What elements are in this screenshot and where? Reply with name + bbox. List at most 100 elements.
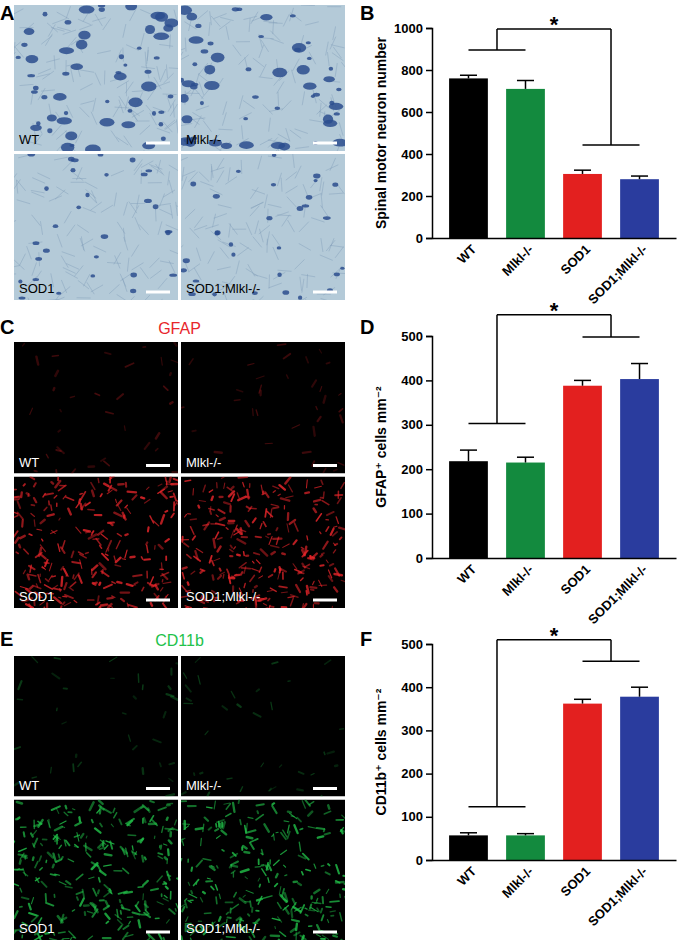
texture <box>327 805 330 808</box>
texture <box>217 170 224 182</box>
texture <box>301 5 315 6</box>
texture <box>97 478 99 482</box>
texture <box>30 565 31 572</box>
texture <box>104 865 111 866</box>
texture <box>185 899 187 901</box>
texture <box>181 48 185 53</box>
texture <box>339 122 343 135</box>
texture <box>60 606 63 608</box>
texture <box>182 573 184 579</box>
texture <box>158 489 164 493</box>
texture <box>317 294 331 295</box>
texture <box>14 496 18 498</box>
texture <box>159 44 173 46</box>
texture <box>147 545 148 552</box>
texture <box>66 881 70 884</box>
texture <box>302 551 307 557</box>
texture <box>125 533 127 536</box>
texture <box>34 824 41 827</box>
bar <box>506 463 545 558</box>
image-panel: CGFAPWTMlkl-/-SOD1SOD1;Mlkl-/- <box>0 316 347 614</box>
texture <box>181 936 183 939</box>
texture <box>295 147 309 149</box>
texture <box>310 904 311 908</box>
texture <box>79 25 92 30</box>
texture <box>144 199 152 203</box>
micrograph-background <box>14 154 178 300</box>
texture <box>101 603 107 606</box>
texture <box>162 580 164 582</box>
texture <box>15 869 23 871</box>
texture <box>335 574 342 575</box>
texture <box>271 934 279 937</box>
texture <box>128 735 130 741</box>
texture <box>117 222 125 234</box>
texture <box>128 109 133 113</box>
texture <box>326 889 329 893</box>
texture <box>258 878 260 881</box>
texture <box>79 6 95 14</box>
texture <box>70 469 75 473</box>
texture <box>125 505 127 508</box>
texture <box>121 591 130 593</box>
texture <box>113 105 120 117</box>
texture <box>193 773 195 775</box>
texture <box>165 477 167 481</box>
texture <box>285 874 287 876</box>
texture <box>14 266 19 269</box>
texture <box>306 357 308 363</box>
texture <box>251 908 253 912</box>
texture <box>169 779 173 782</box>
y-tick-mark <box>426 238 432 240</box>
micrograph <box>14 5 178 151</box>
texture <box>161 137 166 142</box>
texture <box>208 41 214 45</box>
texture <box>22 897 29 899</box>
texture <box>169 686 171 689</box>
texture <box>204 65 215 74</box>
texture <box>306 480 308 488</box>
error-bar-stem <box>525 457 527 462</box>
texture <box>116 541 120 549</box>
texture <box>120 911 122 914</box>
texture <box>123 513 126 520</box>
texture <box>55 827 62 830</box>
texture <box>23 570 25 573</box>
texture <box>258 859 260 864</box>
texture <box>160 846 163 849</box>
texture <box>154 836 156 838</box>
texture <box>173 502 175 510</box>
micrograph-label: WT <box>19 778 39 793</box>
texture <box>327 512 334 515</box>
texture <box>132 110 144 117</box>
texture <box>231 691 234 697</box>
texture <box>161 515 164 523</box>
texture <box>57 117 72 124</box>
texture <box>98 583 101 585</box>
texture <box>335 544 337 545</box>
texture <box>166 818 169 820</box>
texture <box>132 851 136 859</box>
error-bar-cap <box>460 449 477 451</box>
texture <box>278 494 280 495</box>
texture <box>92 491 94 497</box>
texture <box>193 536 196 540</box>
texture <box>268 787 276 791</box>
texture <box>27 493 29 496</box>
texture <box>277 92 279 106</box>
texture <box>274 926 276 928</box>
error-bar-stem <box>582 380 584 385</box>
texture <box>147 527 150 531</box>
texture <box>281 569 286 571</box>
texture <box>339 393 341 395</box>
texture <box>34 520 36 526</box>
texture <box>320 255 333 260</box>
texture <box>141 557 142 559</box>
texture <box>76 167 82 180</box>
texture <box>45 562 49 564</box>
texture <box>32 657 38 663</box>
texture <box>233 803 234 812</box>
texture <box>249 937 253 940</box>
texture <box>99 118 114 127</box>
texture <box>277 173 281 186</box>
